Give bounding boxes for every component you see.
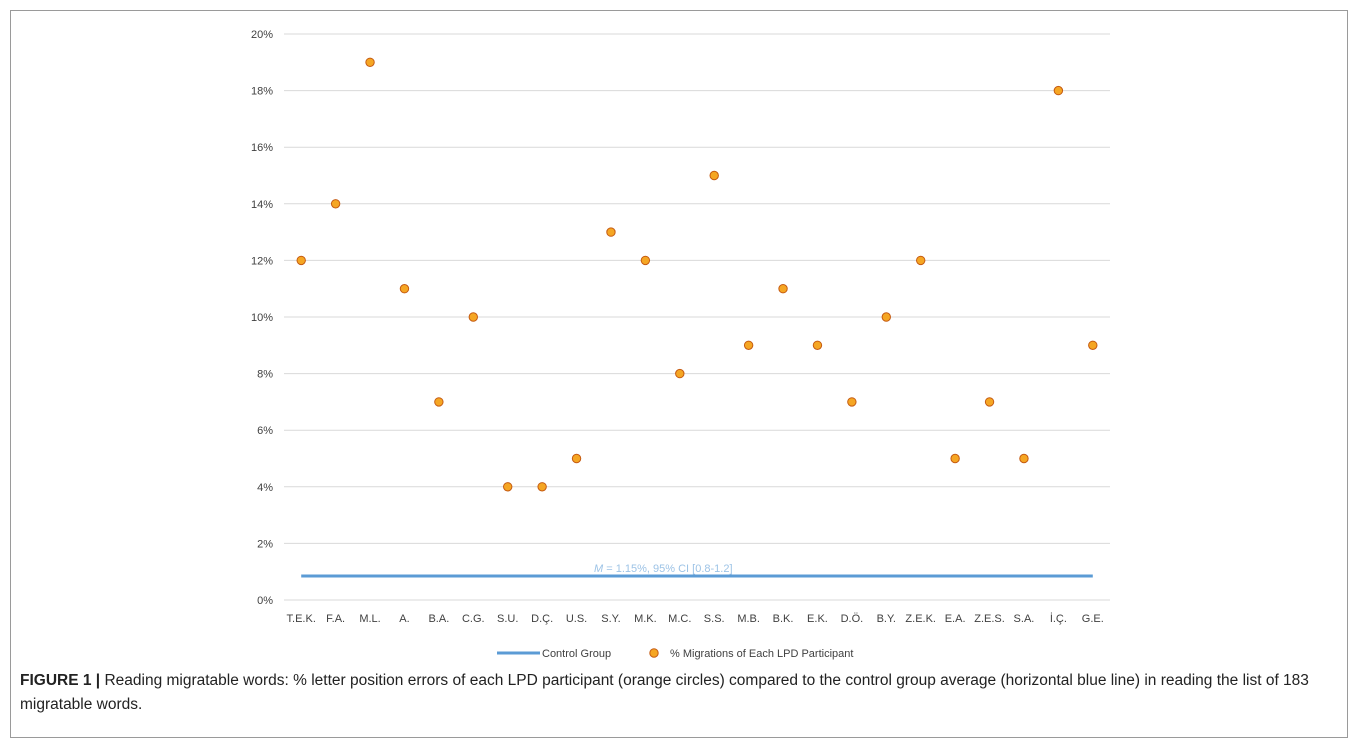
y-tick-label: 0% bbox=[257, 595, 273, 607]
x-tick-label: A. bbox=[399, 613, 409, 625]
y-tick-label: 6% bbox=[257, 425, 273, 437]
data-point bbox=[881, 312, 891, 322]
x-tick-label: F.A. bbox=[326, 613, 345, 625]
x-tick-label: E.A. bbox=[945, 613, 966, 625]
legend-point-marker bbox=[649, 648, 659, 658]
y-tick-label: 2% bbox=[257, 538, 273, 550]
data-point bbox=[606, 227, 616, 237]
x-tick-label: T.E.K. bbox=[287, 613, 316, 625]
y-tick-label: 8% bbox=[257, 369, 273, 381]
y-tick-label: 14% bbox=[251, 199, 273, 211]
legend: Control Group % Migrations of Each LPD Pa… bbox=[497, 648, 853, 660]
data-point bbox=[1088, 340, 1098, 350]
x-tick-label: C.G. bbox=[462, 613, 485, 625]
x-tick-label: B.K. bbox=[773, 613, 794, 625]
y-tick-label: 4% bbox=[257, 482, 273, 494]
data-point bbox=[468, 312, 478, 322]
y-tick-label: 18% bbox=[251, 86, 273, 98]
x-tick-label: D.Ç. bbox=[531, 613, 553, 625]
x-tick-label: E.K. bbox=[807, 613, 828, 625]
data-point bbox=[675, 368, 685, 379]
participant-points bbox=[296, 57, 1098, 492]
data-point bbox=[365, 57, 375, 67]
data-point bbox=[916, 255, 926, 266]
data-point bbox=[709, 170, 719, 181]
gridlines bbox=[284, 33, 1110, 601]
x-tick-label: Z.E.S. bbox=[974, 613, 1005, 625]
x-tick-label: S.Y. bbox=[601, 613, 620, 625]
data-point bbox=[984, 397, 995, 407]
data-point bbox=[1019, 453, 1029, 464]
caption-label: FIGURE 1 | bbox=[20, 672, 101, 689]
y-axis: 0% 2% 4% 6% 8% 10% 12% 14% 16% 18% 20% bbox=[251, 29, 273, 607]
control-group-annotation: M = 1.15%, 95% CI [0.8-1.2] bbox=[594, 563, 733, 575]
data-point bbox=[503, 482, 513, 492]
x-tick-label: S.U. bbox=[497, 613, 518, 625]
y-tick-label: 10% bbox=[251, 312, 273, 324]
x-tick-label: Z.E.K. bbox=[905, 613, 936, 625]
data-point bbox=[640, 255, 651, 266]
data-point bbox=[847, 397, 857, 407]
x-tick-label: S.A. bbox=[1014, 613, 1035, 625]
x-tick-label: U.S. bbox=[566, 613, 587, 625]
legend-label-participants: % Migrations of Each LPD Participant bbox=[670, 648, 853, 660]
data-point bbox=[812, 340, 823, 350]
data-point bbox=[950, 453, 960, 464]
y-tick-label: 20% bbox=[251, 29, 273, 41]
x-tick-label: G.E. bbox=[1082, 613, 1104, 625]
x-tick-label: B.Y. bbox=[877, 613, 896, 625]
x-tick-label: B.A. bbox=[428, 613, 449, 625]
caption-text: Reading migratable words: % letter posit… bbox=[20, 672, 1309, 713]
x-tick-label: M.K. bbox=[634, 613, 657, 625]
x-tick-label: S.S. bbox=[704, 613, 725, 625]
y-tick-label: 16% bbox=[251, 142, 273, 154]
x-tick-label: D.Ö. bbox=[841, 613, 864, 625]
data-point bbox=[778, 284, 788, 294]
legend-label-control: Control Group bbox=[542, 648, 611, 660]
x-axis: T.E.K. F.A. M.L. A. B.A. C.G. S.U. D.Ç. U.S. S.Y.… bbox=[287, 612, 1104, 625]
data-point bbox=[399, 284, 410, 294]
data-point bbox=[1053, 85, 1064, 96]
x-tick-label: İ.Ç. bbox=[1050, 612, 1067, 625]
data-point bbox=[571, 453, 582, 464]
figure-caption: FIGURE 1 | Reading migratable words: % l… bbox=[20, 669, 1340, 717]
data-point bbox=[434, 397, 444, 407]
data-point bbox=[330, 199, 341, 209]
data-point bbox=[743, 340, 754, 350]
x-tick-label: M.L. bbox=[359, 613, 380, 625]
data-point bbox=[537, 482, 547, 492]
y-tick-label: 12% bbox=[251, 255, 273, 267]
x-tick-label: M.B. bbox=[737, 613, 760, 625]
data-point bbox=[296, 255, 306, 266]
x-tick-label: M.C. bbox=[668, 613, 691, 625]
